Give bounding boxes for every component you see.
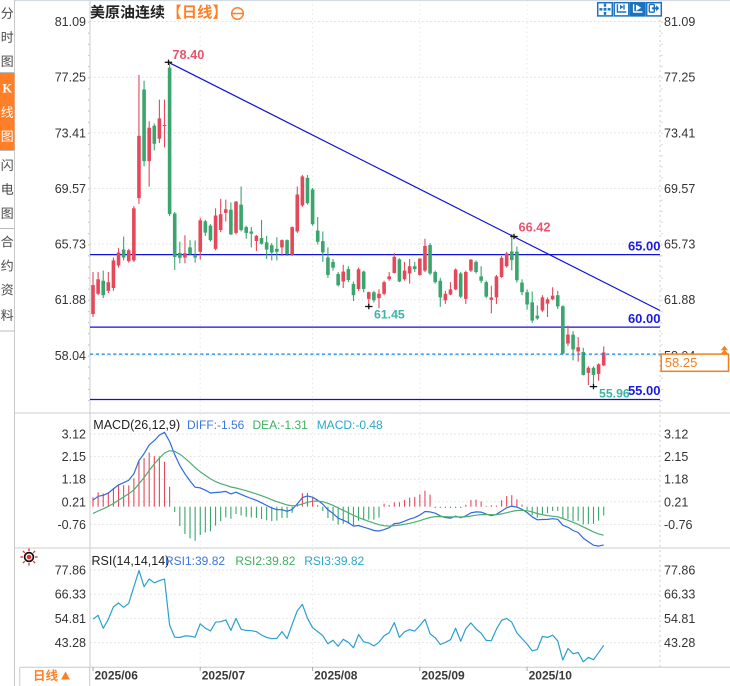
svg-text:2025/08: 2025/08 — [314, 669, 358, 683]
svg-text:RSI2:39.82: RSI2:39.82 — [235, 554, 295, 568]
svg-text:43.28: 43.28 — [664, 636, 695, 650]
svg-text:1.18: 1.18 — [62, 473, 86, 487]
svg-text:77.25: 77.25 — [55, 71, 86, 85]
svg-text:RSI(14,14,14): RSI(14,14,14) — [92, 554, 170, 568]
svg-text:RSI3:39.82: RSI3:39.82 — [304, 554, 364, 568]
svg-text:K: K — [2, 82, 12, 96]
svg-text:65.73: 65.73 — [664, 238, 695, 252]
svg-text:65.00: 65.00 — [628, 238, 661, 253]
svg-text:61.88: 61.88 — [55, 293, 86, 307]
svg-text:58.25: 58.25 — [665, 355, 698, 370]
svg-text:3.12: 3.12 — [62, 428, 86, 442]
svg-text:81.09: 81.09 — [55, 15, 86, 29]
svg-text:MACD(26,12,9): MACD(26,12,9) — [93, 418, 180, 432]
svg-text:54.81: 54.81 — [664, 612, 695, 626]
svg-text:0.21: 0.21 — [664, 495, 688, 509]
svg-text:2.15: 2.15 — [62, 450, 86, 464]
svg-text:78.40: 78.40 — [172, 47, 204, 62]
svg-text:77.25: 77.25 — [664, 71, 695, 85]
svg-text:RSI1:39.82: RSI1:39.82 — [165, 554, 225, 568]
svg-text:58.04: 58.04 — [55, 349, 86, 363]
svg-text:73.41: 73.41 — [664, 126, 695, 140]
svg-text:2025/06: 2025/06 — [95, 669, 139, 683]
svg-text:2025/07: 2025/07 — [202, 669, 246, 683]
svg-text:73.41: 73.41 — [55, 126, 86, 140]
svg-text:43.28: 43.28 — [55, 636, 86, 650]
svg-text:-0.76: -0.76 — [664, 518, 693, 532]
svg-text:55.96: 55.96 — [599, 387, 630, 401]
svg-text:54.81: 54.81 — [55, 612, 86, 626]
svg-text:DIFF:-1.56: DIFF:-1.56 — [187, 418, 245, 432]
svg-text:77.86: 77.86 — [55, 563, 86, 577]
svg-text:66.42: 66.42 — [519, 220, 551, 235]
svg-text:55.00: 55.00 — [628, 383, 661, 398]
svg-text:MACD:-0.48: MACD:-0.48 — [317, 418, 383, 432]
svg-text:-0.76: -0.76 — [58, 518, 87, 532]
svg-text:69.57: 69.57 — [55, 182, 86, 196]
svg-text:66.33: 66.33 — [664, 588, 695, 602]
svg-text:77.86: 77.86 — [664, 563, 695, 577]
svg-text:69.57: 69.57 — [664, 182, 695, 196]
svg-text:61.88: 61.88 — [664, 293, 695, 307]
svg-text:2025/10: 2025/10 — [529, 669, 573, 683]
svg-text:2.15: 2.15 — [664, 450, 688, 464]
svg-text:60.00: 60.00 — [628, 311, 661, 326]
svg-text:81.09: 81.09 — [664, 15, 695, 29]
svg-text:1.18: 1.18 — [664, 473, 688, 487]
svg-text:61.45: 61.45 — [374, 308, 405, 322]
svg-text:2025/09: 2025/09 — [421, 669, 465, 683]
svg-text:3.12: 3.12 — [664, 428, 688, 442]
svg-text:DEA:-1.31: DEA:-1.31 — [253, 418, 309, 432]
svg-text:65.73: 65.73 — [55, 238, 86, 252]
svg-text:66.33: 66.33 — [55, 588, 86, 602]
svg-text:0.21: 0.21 — [62, 495, 86, 509]
